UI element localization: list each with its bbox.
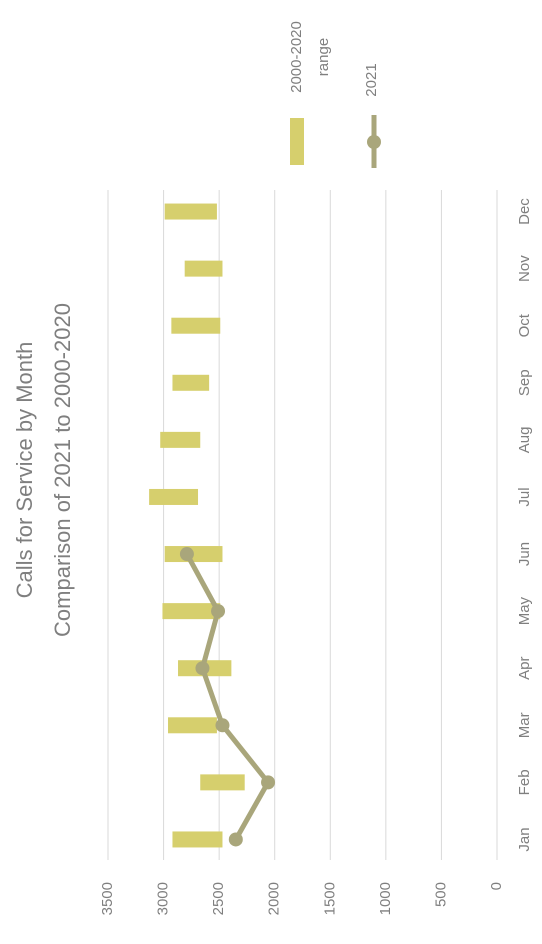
y-tick-label: 500 [432, 882, 449, 907]
legend-label: 2000-2020 range [288, 21, 332, 93]
chart-subtitle: Comparison of 2021 to 2000-2020 [50, 303, 75, 637]
range-bar [149, 488, 199, 505]
x-tick-label: Jul [516, 487, 533, 506]
y-tick-label: 1500 [321, 882, 338, 915]
x-tick-label: Oct [516, 313, 533, 337]
y-tick-label: 3000 [155, 882, 172, 915]
marker [261, 775, 276, 790]
y-tick-label: 1000 [377, 882, 394, 915]
range-bar [172, 374, 210, 391]
x-tick-label: Jan [516, 827, 533, 851]
x-tick-label: Apr [516, 657, 533, 680]
rotated-chart: Calls for Service by Month Comparison of… [12, 21, 533, 915]
x-tick-label: Mar [516, 712, 533, 738]
range-bar [168, 717, 217, 734]
range-bar [200, 774, 245, 791]
y-tick-label: 2500 [210, 882, 227, 915]
x-tick-label: Aug [516, 427, 533, 454]
x-tick-label: Nov [516, 255, 533, 282]
range-bar [184, 260, 223, 277]
chart-title: Calls for Service by Month [12, 342, 37, 599]
range-bar [172, 831, 223, 848]
marker [195, 661, 210, 676]
x-tick-label: Jun [516, 542, 533, 566]
range-bar [171, 317, 221, 334]
marker [211, 604, 226, 619]
range-bar [162, 603, 221, 620]
x-tick-label: Sep [516, 369, 533, 396]
marker [228, 832, 243, 847]
range-bar [164, 203, 217, 220]
range-bar [160, 431, 201, 448]
marker [215, 718, 230, 733]
marker [179, 547, 194, 562]
legend-marker [367, 135, 381, 149]
x-tick-label: May [516, 596, 533, 625]
y-tick-label: 2000 [266, 882, 283, 915]
y-tick-label: 3500 [99, 882, 116, 915]
y-tick-label: 0 [488, 882, 505, 890]
line-2021 [184, 552, 271, 841]
x-tick-label: Dec [516, 198, 533, 225]
legend-label: 2021 [363, 63, 380, 96]
x-tick-label: Feb [516, 769, 533, 795]
legend-swatch [290, 118, 304, 165]
